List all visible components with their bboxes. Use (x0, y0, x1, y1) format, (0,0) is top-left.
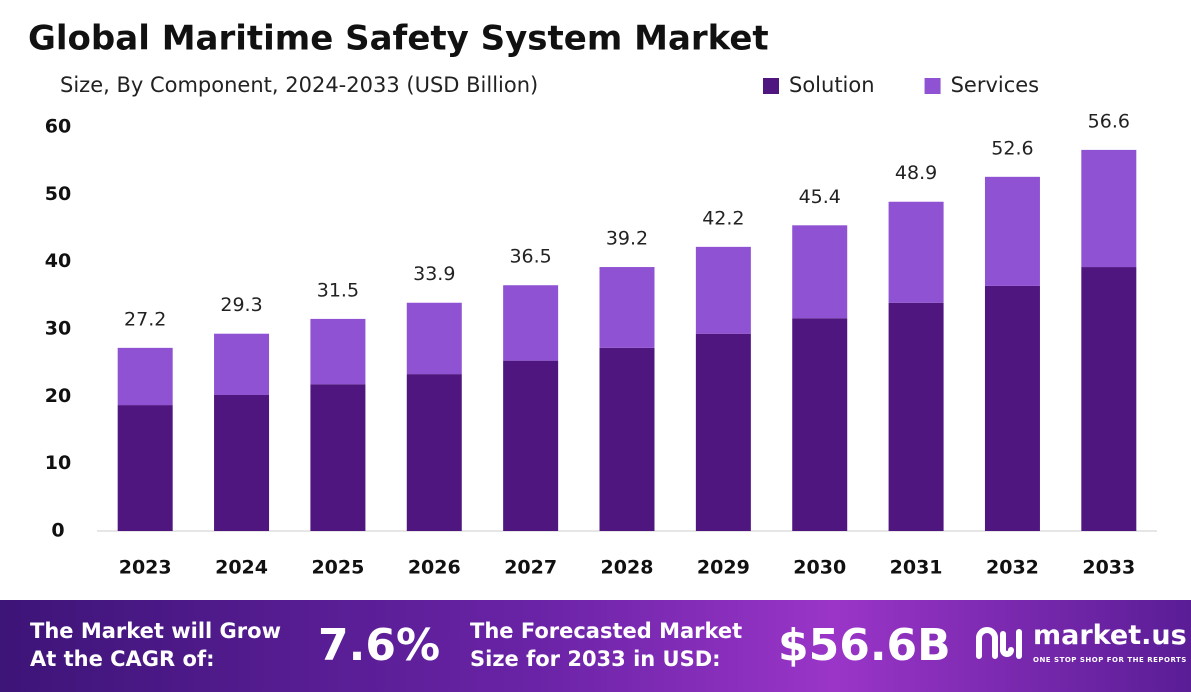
total-label: 27.2 (124, 308, 166, 330)
cagr-line: The Market will Grow (30, 619, 281, 643)
brand-name: market.us (1033, 620, 1187, 651)
total-label: 39.2 (606, 228, 648, 250)
x-tick-label: 2030 (793, 557, 846, 579)
x-tick-label: 2028 (601, 557, 654, 579)
x-tick-label: 2032 (986, 557, 1039, 579)
legend-swatch (763, 78, 779, 94)
bar-segment (214, 394, 270, 531)
legend-label: Services (951, 73, 1040, 97)
chart: Global Maritime Safety System Market Siz… (28, 19, 1157, 579)
bar-segment (406, 374, 462, 531)
legend-label: Solution (789, 73, 875, 97)
cagr-line: At the CAGR of: (30, 647, 215, 671)
y-tick-label: 40 (45, 250, 71, 272)
bar-segment (503, 285, 559, 361)
x-tick-label: 2026 (408, 557, 461, 579)
bar-segment (599, 267, 655, 348)
bar-segment (599, 347, 655, 531)
y-tick-label: 10 (45, 452, 71, 474)
total-label: 29.3 (220, 294, 262, 316)
bar-segment (888, 302, 944, 531)
bar-segment (117, 405, 173, 531)
total-label: 33.9 (413, 263, 455, 285)
forecast-line: The Forecasted Market (470, 619, 743, 643)
cagr-value: 7.6% (318, 620, 441, 671)
chart-subtitle: Size, By Component, 2024-2033 (USD Billi… (60, 73, 538, 97)
x-tick-label: 2031 (890, 557, 943, 579)
bar-segment (984, 176, 1040, 286)
brand-tagline: ONE STOP SHOP FOR THE REPORTS (1033, 656, 1187, 664)
bar-segment (888, 201, 944, 303)
y-tick-label: 0 (51, 520, 64, 542)
x-tick-label: 2033 (1082, 557, 1135, 579)
bar-segment (310, 384, 366, 531)
bar-segment (1081, 267, 1137, 531)
total-label: 56.6 (1088, 110, 1130, 132)
total-label: 31.5 (317, 279, 359, 301)
x-tick-label: 2029 (697, 557, 750, 579)
bar-segment (792, 318, 848, 531)
total-label: 36.5 (509, 246, 551, 268)
forecast-line: Size for 2033 in USD: (470, 647, 721, 671)
total-label: 52.6 (991, 137, 1033, 159)
x-tick-label: 2027 (504, 557, 557, 579)
total-label: 48.9 (895, 162, 937, 184)
y-tick-label: 30 (45, 318, 71, 340)
x-tick-label: 2023 (119, 557, 172, 579)
total-label: 45.4 (799, 186, 841, 208)
x-tick-label: 2025 (311, 557, 364, 579)
y-tick-label: 20 (45, 385, 71, 407)
forecast-value: $56.6B (778, 620, 951, 671)
x-tick-label: 2024 (215, 557, 268, 579)
bar-segment (310, 318, 366, 385)
bar-segment (117, 347, 173, 406)
y-tick-label: 50 (45, 183, 71, 205)
bar-segment (984, 285, 1040, 531)
bar-segment (406, 302, 462, 375)
bar-segment (503, 360, 559, 531)
bar-segment (214, 333, 270, 395)
bar-segment (792, 225, 848, 319)
brand-logo (976, 627, 1022, 659)
total-label: 42.2 (702, 207, 744, 229)
chart-title: Global Maritime Safety System Market (28, 19, 769, 59)
y-tick-label: 60 (45, 116, 71, 138)
bar-segment (695, 246, 751, 334)
bar-segment (1081, 149, 1137, 268)
bar-segment (695, 333, 751, 531)
footer: The Market will Grow At the CAGR of: 7.6… (0, 600, 1191, 692)
legend-swatch (924, 78, 941, 94)
